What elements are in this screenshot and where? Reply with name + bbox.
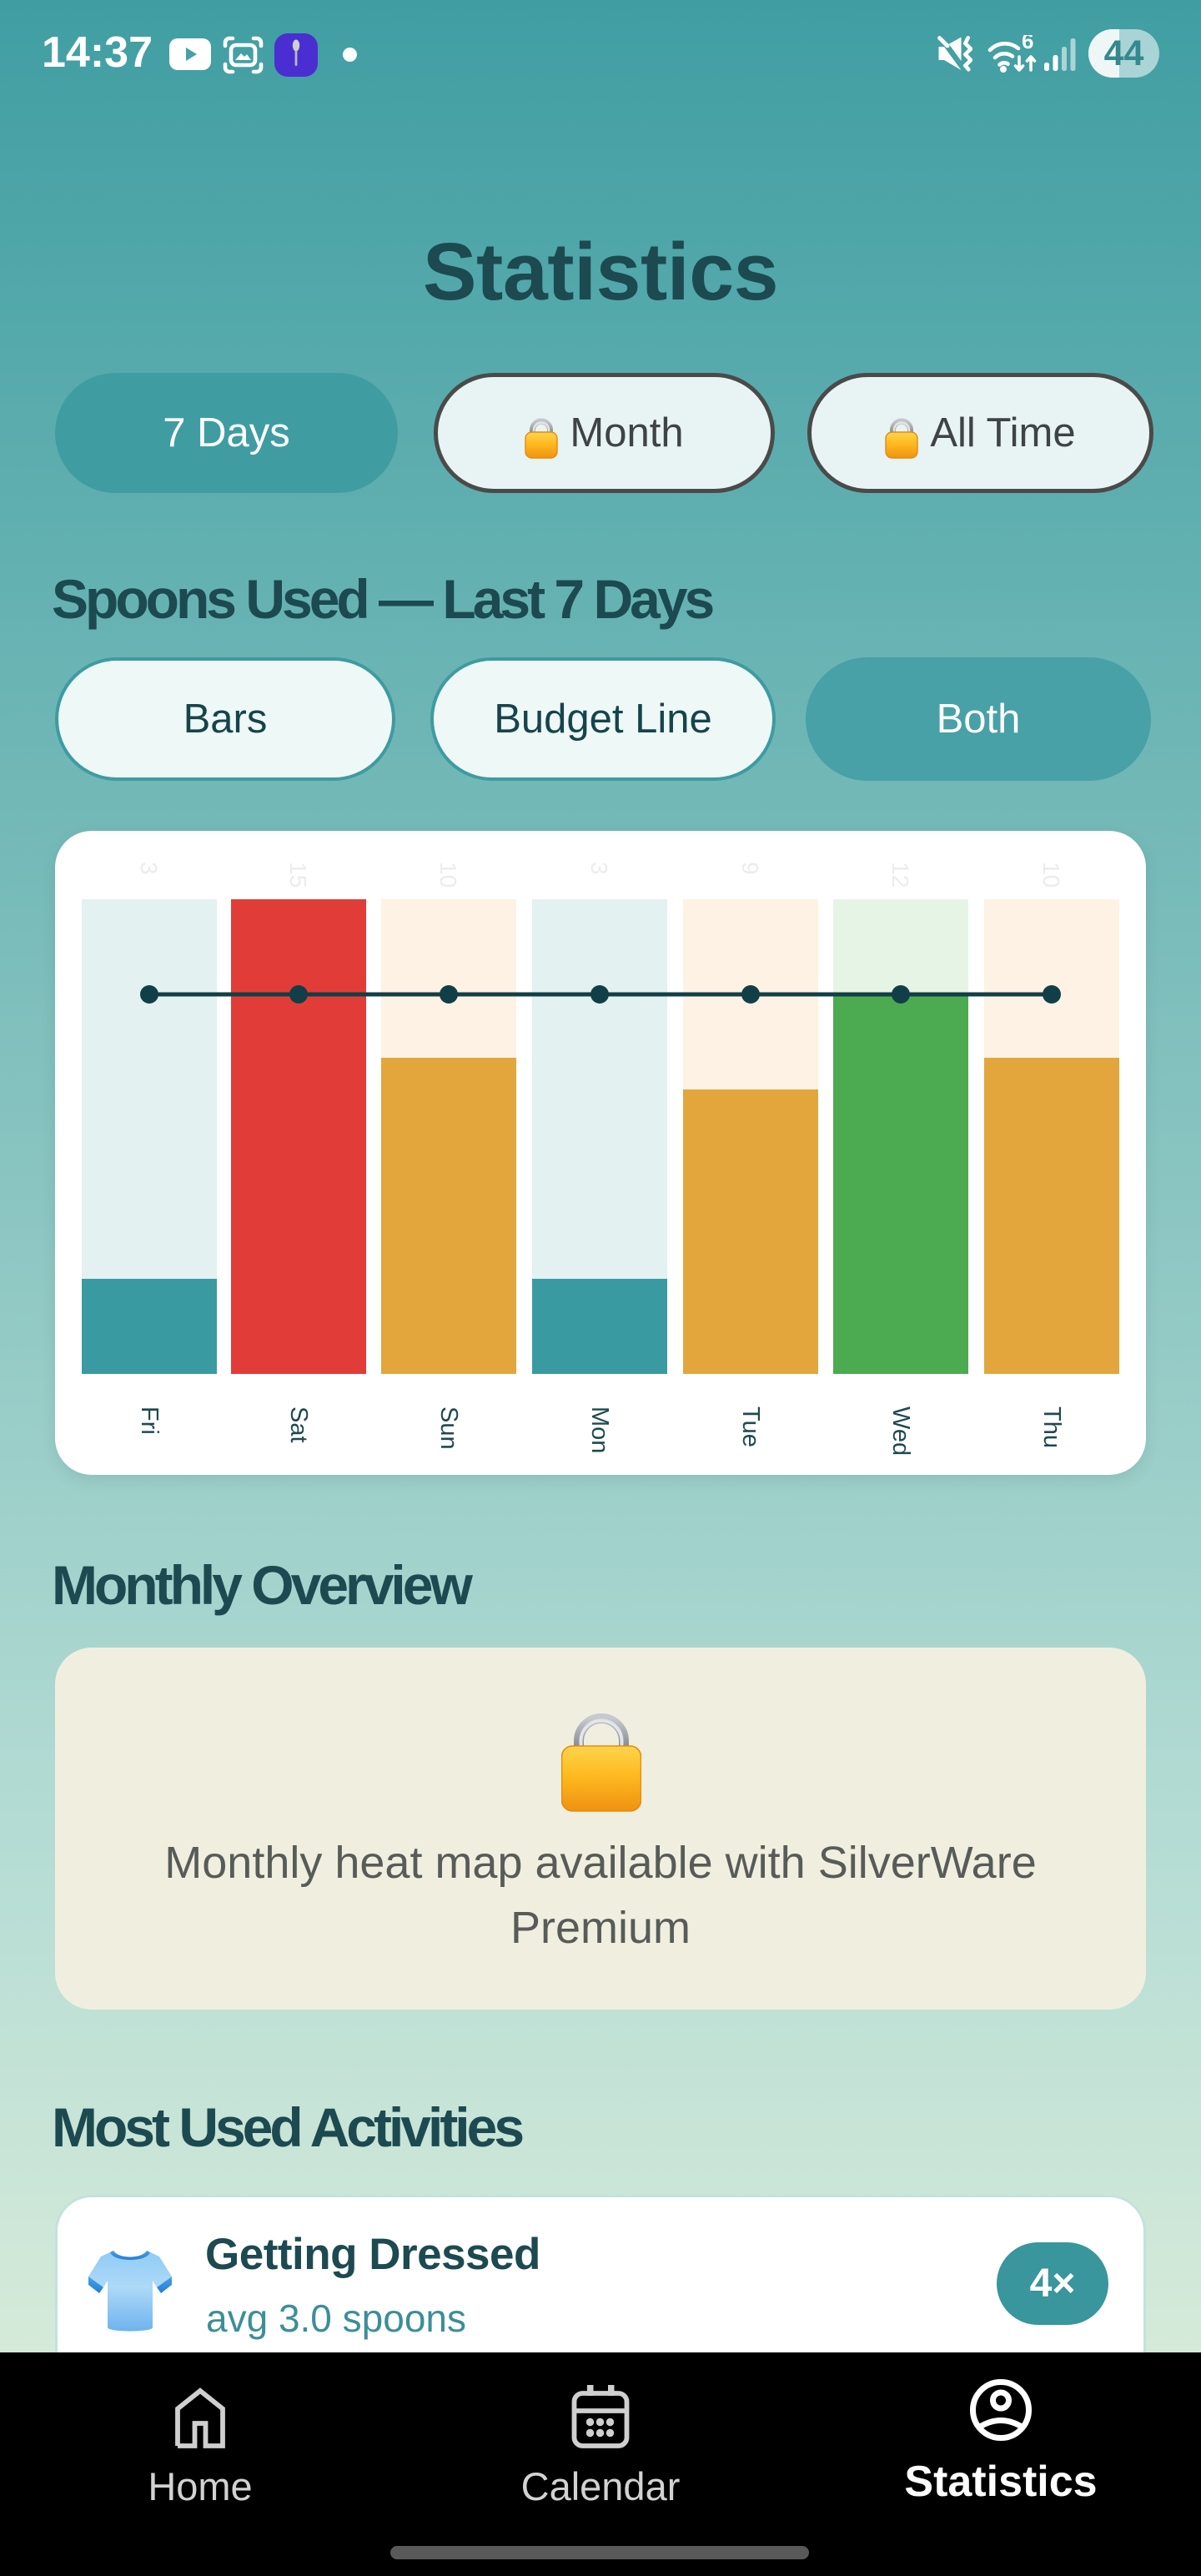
svg-text:6: 6	[1022, 35, 1033, 53]
